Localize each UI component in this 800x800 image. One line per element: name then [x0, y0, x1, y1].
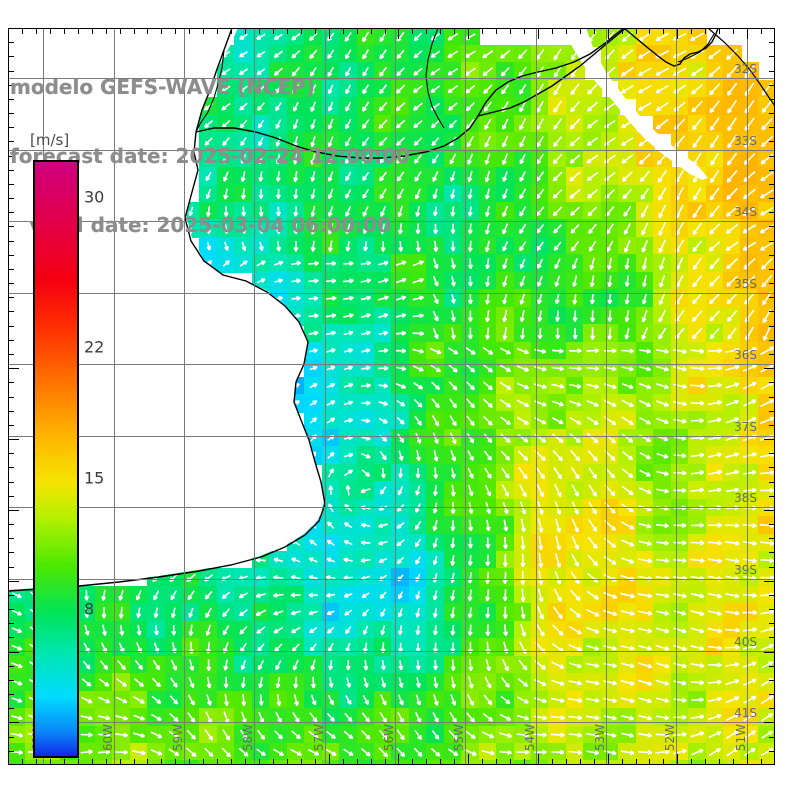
- longitude-label: 52W: [663, 723, 677, 751]
- latitude-label: 34S: [734, 205, 757, 219]
- latitude-label: 36S: [734, 348, 757, 362]
- colorbar-unit-label: [m/s]: [30, 131, 70, 149]
- latitude-label: 32S: [734, 62, 757, 76]
- longitude-label: 59W: [171, 723, 185, 751]
- colorbar[interactable]: [33, 160, 79, 758]
- latitude-label: 40S: [734, 635, 757, 649]
- colorbar-tick-label: 15: [84, 468, 105, 488]
- latitude-label: 33S: [734, 134, 757, 148]
- longitude-label: 60W: [101, 723, 115, 751]
- latitude-label: 35S: [734, 277, 757, 291]
- title-model-line: modelo GEFS-WAVE (NCEP): [10, 75, 315, 99]
- colorbar-tick-label: 8: [84, 599, 95, 618]
- longitude-label: 56W: [382, 723, 396, 751]
- longitude-label: 57W: [312, 723, 326, 751]
- latitude-label: 37S: [734, 420, 757, 434]
- colorbar-gradient: [33, 160, 79, 758]
- longitude-label: 55W: [452, 723, 466, 751]
- colorbar-tick-label: 22: [84, 337, 105, 357]
- latitude-label: 39S: [734, 563, 757, 577]
- longitude-label: 51W: [734, 723, 748, 751]
- latitude-label: 41S: [734, 706, 757, 720]
- latitude-label: 38S: [734, 491, 757, 505]
- longitude-label: 53W: [593, 723, 607, 751]
- colorbar-tick-label: 30: [84, 187, 105, 207]
- longitude-label: 54W: [523, 723, 537, 751]
- longitude-label: 58W: [241, 723, 255, 751]
